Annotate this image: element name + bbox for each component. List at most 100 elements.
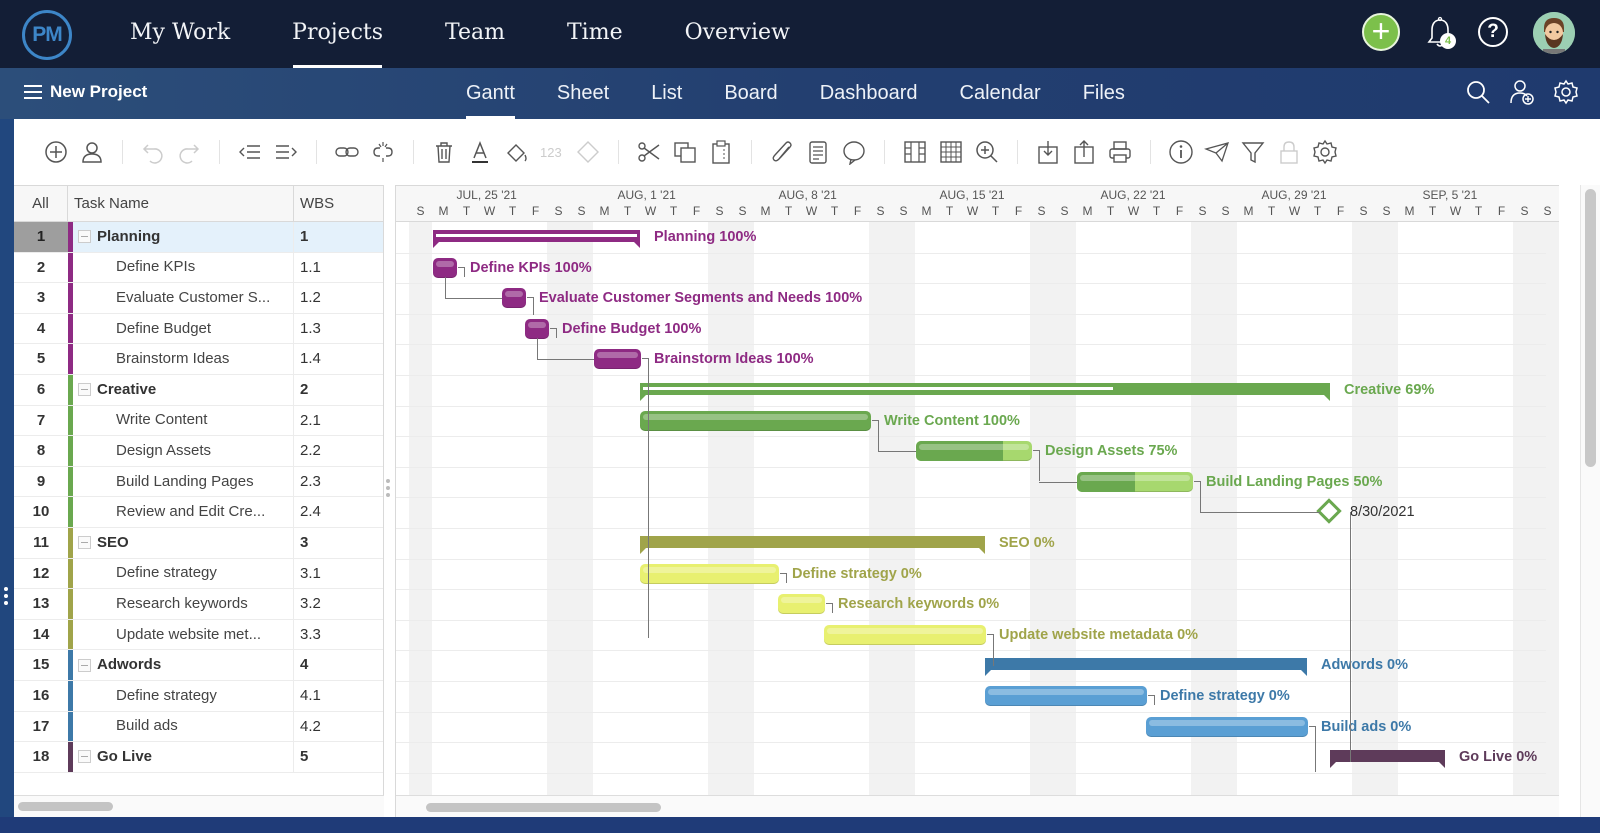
row-number[interactable]: 13 [32,595,50,613]
paste-icon[interactable] [708,139,734,165]
task-bar[interactable] [1077,471,1193,492]
task-bar[interactable] [525,318,549,339]
outdent-icon[interactable] [237,139,263,165]
summary-bar[interactable] [640,383,1330,401]
filter-icon[interactable] [1240,139,1266,165]
vertical-scrollbar[interactable] [1580,185,1600,817]
share-icon[interactable] [1204,139,1230,165]
table-row[interactable]: 9 Build Landing Pages 2.3 [14,466,383,498]
add-task-icon[interactable] [43,139,69,165]
unlink-icon[interactable] [370,139,396,165]
row-number[interactable]: 15 [32,656,50,674]
pm-logo[interactable]: PM [22,10,72,60]
task-bar[interactable] [594,349,641,370]
task-name-cell[interactable]: Define strategy [73,558,294,589]
table-row[interactable]: 18 Go Live 5 [14,742,383,773]
tab-dashboard[interactable]: Dashboard [819,82,918,104]
copy-icon[interactable] [672,139,698,165]
gear-icon[interactable] [1312,139,1338,165]
project-menu-button[interactable]: New Project [24,82,147,102]
task-name-cell[interactable]: SEO [73,527,294,558]
tab-gantt[interactable]: Gantt [445,68,536,119]
delete-icon[interactable] [431,139,457,165]
task-name-cell[interactable]: Design Assets [73,436,294,466]
lock-icon[interactable] [1276,139,1302,165]
collapse-icon[interactable] [78,383,91,397]
task-name-cell[interactable]: Review and Edit Cre... [73,497,294,527]
task-name-cell[interactable]: Build Landing Pages [73,466,294,497]
table-row[interactable]: 4 Define Budget 1.3 [14,313,383,345]
row-number[interactable]: 8 [36,442,46,460]
nav-overview[interactable]: Overview [684,20,790,45]
select-all-header[interactable]: All [14,186,68,221]
attachment-icon[interactable] [769,139,795,165]
nav-team[interactable]: Team [445,20,505,45]
task-name-cell[interactable]: Define strategy [73,680,294,711]
task-bar[interactable] [916,441,1032,462]
summary-bar[interactable] [985,658,1307,677]
undo-icon[interactable] [140,139,166,165]
task-bar[interactable] [502,288,526,309]
tab-board[interactable]: Board [724,82,778,104]
table-row[interactable]: 13 Research keywords 3.2 [14,589,383,620]
add-new-button[interactable]: + [1362,13,1400,51]
table-row[interactable]: 16 Define strategy 4.1 [14,680,383,712]
table-row[interactable]: 5 Brainstorm Ideas 1.4 [14,344,383,375]
numbering-icon[interactable]: 123 [539,139,565,165]
task-name-cell[interactable]: Evaluate Customer S... [73,283,294,313]
task-bar[interactable] [778,594,825,615]
table-row[interactable]: 7 Write Content 2.1 [14,405,383,437]
table-row[interactable]: 2 Define KPIs 1.1 [14,252,383,284]
task-name-header[interactable]: Task Name [68,186,294,221]
task-name-cell[interactable]: Creative [73,374,294,405]
task-bar[interactable] [985,686,1147,706]
row-number[interactable]: 11 [33,533,49,551]
table-row[interactable]: 15 Adwords 4 [14,650,383,681]
add-user-icon[interactable] [1508,78,1536,106]
table-row[interactable]: 10 Review and Edit Cre... 2.4 [14,497,383,528]
task-name-cell[interactable]: Build ads [73,711,294,742]
collapse-icon[interactable] [78,658,91,672]
table-row[interactable]: 14 Update website met... 3.3 [14,619,383,651]
task-bar[interactable] [824,624,986,645]
assign-user-icon[interactable] [79,139,105,165]
row-number[interactable]: 14 [32,625,50,643]
table-row[interactable]: 17 Build ads 4.2 [14,711,383,743]
cut-icon[interactable] [636,139,662,165]
user-avatar[interactable] [1533,12,1575,54]
collapse-icon[interactable] [78,536,91,550]
summary-bar[interactable] [433,230,640,248]
fill-color-icon[interactable] [503,139,529,165]
task-bar[interactable] [640,410,871,431]
settings-icon[interactable] [1552,78,1580,106]
summary-bar[interactable] [640,536,985,554]
pane-splitter-handle[interactable] [386,479,390,499]
task-bar[interactable] [433,257,457,278]
export-icon[interactable] [1071,139,1097,165]
summary-bar[interactable] [1330,750,1445,769]
notes-icon[interactable] [805,139,831,165]
search-icon[interactable] [1464,78,1492,106]
task-bar[interactable] [640,563,779,584]
task-name-cell[interactable]: Define Budget [73,313,294,344]
row-number[interactable]: 10 [32,503,50,521]
row-number[interactable]: 9 [36,472,46,490]
row-number[interactable]: 18 [32,748,50,766]
comment-icon[interactable] [841,139,867,165]
row-number[interactable]: 4 [36,319,46,337]
task-name-cell[interactable]: Update website met... [73,619,294,650]
grid-horizontal-scrollbar[interactable] [14,795,384,817]
redo-icon[interactable] [176,139,202,165]
task-name-cell[interactable]: Go Live [73,742,294,772]
row-number[interactable]: 2 [36,258,46,276]
zoom-icon[interactable] [974,139,1000,165]
row-number[interactable]: 17 [32,717,50,735]
task-name-cell[interactable]: Adwords [73,650,294,680]
table-row[interactable]: 11 SEO 3 [14,527,383,559]
tab-list[interactable]: List [651,82,683,104]
milestone-diamond[interactable] [1316,498,1342,525]
nav-time[interactable]: Time [567,20,623,45]
row-number[interactable]: 1 [14,222,68,252]
row-number[interactable]: 16 [32,686,50,704]
collapse-icon[interactable] [78,230,91,244]
